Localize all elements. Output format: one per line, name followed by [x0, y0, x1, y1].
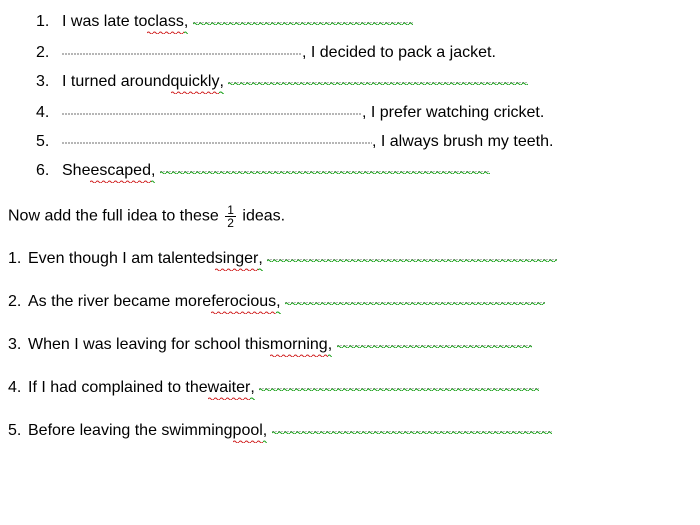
item-text-pre: She: [62, 162, 90, 180]
list-item: 5.Before leaving the swimming pool,: [8, 419, 692, 442]
fill-blank: [62, 41, 302, 57]
item-number: 5.: [36, 133, 62, 151]
item-number: 6.: [36, 162, 62, 180]
list-item: 5. , I always brush my teeth.: [36, 130, 692, 151]
list-item: 4. , I prefer watching cricket.: [36, 101, 692, 122]
grammar-mark: ,: [184, 13, 188, 33]
item-number: 1.: [36, 13, 62, 31]
item-text-post: , I always brush my teeth.: [372, 133, 553, 151]
item-number: 4.: [8, 379, 28, 397]
spellcheck-word: escaped: [90, 162, 151, 182]
spellcheck-word: ferocious: [211, 293, 276, 313]
item-text-pre: When I was leaving for school this: [28, 336, 270, 354]
grammar-mark: ,: [276, 293, 280, 313]
list-item: 3.When I was leaving for school this mor…: [8, 333, 692, 356]
instruction-pre: Now add the full idea to these: [8, 208, 223, 225]
list-item: 2.As the river became more ferocious,: [8, 290, 692, 313]
spellcheck-word: singer: [215, 250, 259, 270]
list-item: 1.Even though I am talented singer,: [8, 247, 692, 270]
fill-blank: [267, 247, 557, 263]
spellcheck-word: pool: [233, 422, 263, 442]
item-text-pre: I was late to: [62, 13, 147, 31]
spellcheck-word: waiter: [208, 379, 251, 399]
list-item: 4.If I had complained to the waiter,: [8, 376, 692, 399]
fill-blank: [228, 70, 528, 86]
item-number: 5.: [8, 422, 28, 440]
item-number: 4.: [36, 104, 62, 122]
grammar-mark: ,: [219, 73, 223, 93]
list-item: 3.I turned around quickly,: [36, 70, 692, 93]
spellcheck-word: morning: [270, 336, 328, 356]
item-number: 1.: [8, 250, 28, 268]
item-number: 3.: [36, 73, 62, 91]
item-text-pre: Before leaving the swimming: [28, 422, 233, 440]
numbered-list-bottom: 1.Even though I am talented singer, 2.As…: [8, 247, 692, 442]
fraction-denominator: 2: [225, 217, 236, 229]
item-text-post: , I prefer watching cricket.: [362, 104, 544, 122]
fill-blank: [160, 159, 490, 175]
grammar-mark: ,: [250, 379, 254, 399]
item-number: 3.: [8, 336, 28, 354]
list-item: 2. , I decided to pack a jacket.: [36, 41, 692, 62]
instruction-line: Now add the full idea to these 1 2 ideas…: [8, 204, 692, 229]
list-item: 6.She escaped,: [36, 159, 692, 182]
grammar-mark: ,: [258, 250, 262, 270]
fill-blank: [272, 419, 552, 435]
item-number: 2.: [8, 293, 28, 311]
spellcheck-word: quickly: [171, 73, 220, 93]
grammar-mark: ,: [263, 422, 267, 442]
item-text-pre: As the river became more: [28, 293, 211, 311]
fill-blank: [285, 290, 545, 306]
instruction-post: ideas.: [242, 208, 285, 225]
grammar-mark: ,: [151, 162, 155, 182]
fill-blank: [337, 333, 532, 349]
list-item: 1.I was late to class,: [36, 10, 692, 33]
item-text-pre: I turned around: [62, 73, 171, 91]
fill-blank: [62, 130, 372, 146]
item-number: 2.: [36, 44, 62, 62]
item-text-post: , I decided to pack a jacket.: [302, 44, 496, 62]
fill-blank: [259, 376, 539, 392]
item-text-pre: If I had complained to the: [28, 379, 208, 397]
fill-blank: [193, 10, 413, 26]
grammar-mark: ,: [328, 336, 332, 356]
fraction-half: 1 2: [225, 204, 236, 229]
fill-blank: [62, 101, 362, 117]
spellcheck-word: class: [147, 13, 183, 33]
item-text-pre: Even though I am talented: [28, 250, 215, 268]
numbered-list-top: 1.I was late to class, 2. , I decided to …: [36, 10, 692, 182]
